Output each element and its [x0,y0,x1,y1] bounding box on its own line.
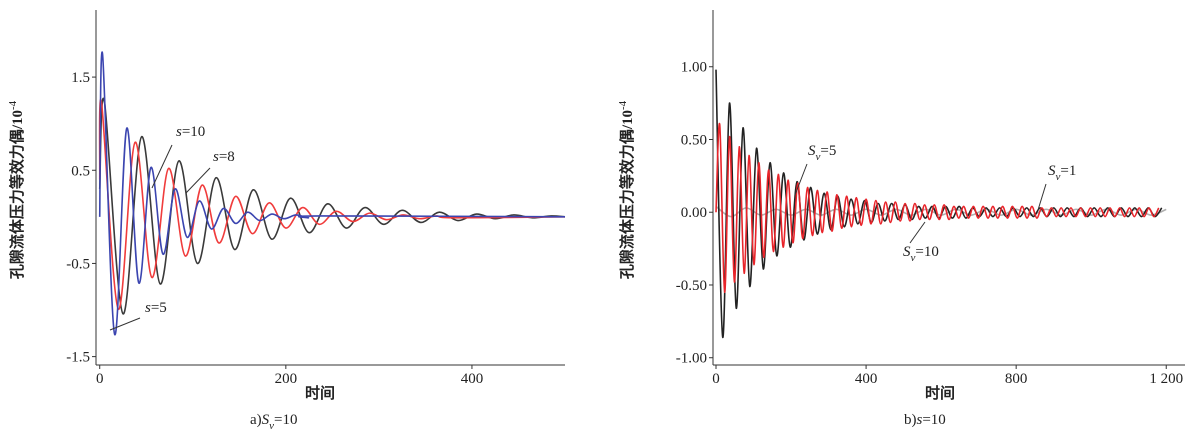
text: =5 [151,300,167,316]
x-tick-label: 0 [712,371,720,387]
annotation-leader [151,144,173,189]
y-axis-label-text: 孔隙流体压力等效力偶/10 [618,110,636,279]
x-tick-label: 800 [1005,371,1028,387]
variable: s [145,300,151,316]
series-line [98,97,566,315]
chart-panel: -1.5-0.50.51.50 200 400s=10s=8s=5时间孔隙流体压力等… [7,10,566,432]
y-tick-label: 1.00 [681,60,707,76]
x-tick-label: 400 [461,371,484,387]
caption: a)Sv=10 [250,412,298,432]
y-axis-label-exp: -4 [617,100,629,110]
series-line [715,122,1160,294]
y-tick-label: 0.50 [681,132,707,148]
annotation: s=8 [213,149,235,165]
caption-label: b) [904,412,917,428]
y-axis-label-exp: -4 [7,100,19,110]
variable: S [903,244,911,260]
y-tick-label: 0.5 [71,163,90,179]
annotation-leader [909,221,926,244]
y-tick-label: -0.5 [66,256,90,272]
annotation-leader [794,163,808,196]
variable: s [213,149,219,165]
annotation: s=5 [145,300,167,316]
caption-label: a) [250,412,262,428]
x-tick-label: 400 [855,371,878,387]
text: =5 [820,143,836,159]
y-axis-label-text: 孔隙流体压力等效力偶/10 [8,110,26,279]
annotation-leader [1037,183,1047,211]
y-tick-label: 1.5 [71,70,90,86]
annotation-leader [109,317,141,331]
text: =10 [274,412,297,428]
text: =8 [219,149,235,165]
variable: s [176,124,182,140]
subscript: v [1056,171,1061,183]
text: =1 [1060,163,1076,179]
x-tick-label: 1 200 [1149,371,1183,387]
x-axis-label: 时间 [925,384,955,402]
x-axis-label: 时间 [305,384,335,402]
y-tick-label: -1.5 [66,350,90,366]
series-line [715,69,1163,339]
x-tick-label: 200 [275,371,298,387]
annotation: Sv=10 [903,244,939,264]
y-tick-label: -1.00 [676,351,707,367]
subscript: v [269,420,274,432]
caption: b)s=10 [904,412,946,428]
variable: S [262,412,270,428]
y-axis-label: 孔隙流体压力等效力偶/10-4 [7,100,26,279]
text: =10 [915,244,938,260]
x-tick-label: 0 [96,371,104,387]
annotation-leader [185,167,211,194]
variable: S [808,143,816,159]
variable: S [1048,163,1056,179]
annotation: s=10 [176,124,205,140]
y-axis-label: 孔隙流体压力等效力偶/10-4 [617,100,636,279]
subscript: v [816,151,821,163]
chart-panel: -1.00-0.500.000.501.000 400 800 1 200Sv=5Sv… [617,10,1185,428]
series-line [98,99,566,310]
y-tick-label: -0.50 [676,278,707,294]
annotation: Sv=5 [808,143,836,163]
text: =10 [182,124,205,140]
series-line [98,51,566,336]
text: =10 [922,412,945,428]
annotation: Sv=1 [1048,163,1076,183]
subscript: v [911,252,916,264]
y-tick-label: 0.00 [681,205,707,221]
variable: s [917,412,923,428]
